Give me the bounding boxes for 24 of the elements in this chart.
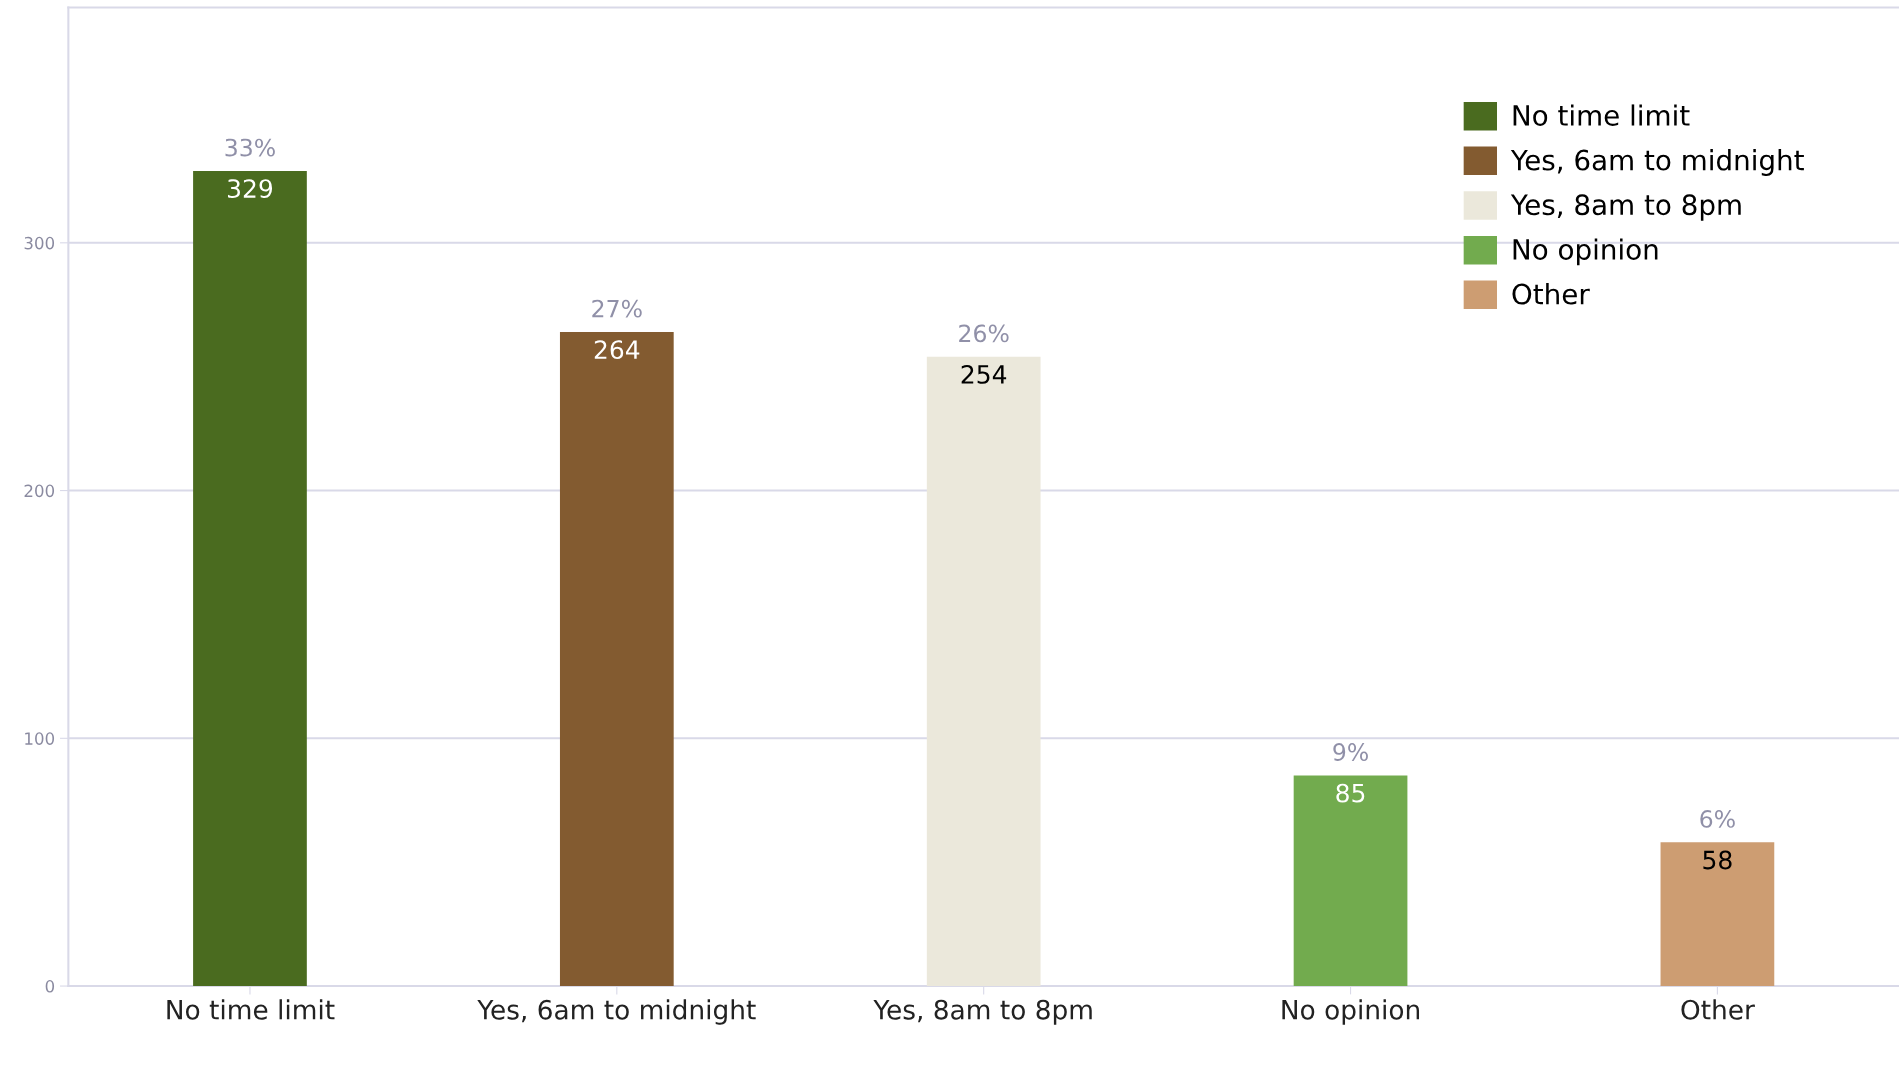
y-tick-label: 300 (24, 236, 55, 250)
data-label: 58 (1703, 850, 1732, 870)
y-tick-label: 0 (45, 980, 55, 993)
legend-label: Yes, 8am to 8pm (1510, 194, 1741, 221)
legend-label: No opinion (1513, 238, 1658, 266)
legend-label: Other (1512, 283, 1590, 305)
legend-label: No time limit (1513, 104, 1690, 126)
annotation: 9% (1333, 743, 1368, 761)
annotation: 6% (1700, 810, 1735, 828)
data-label: 85 (1336, 783, 1365, 803)
data-label: 254 (961, 364, 1007, 384)
legend-label: Yes, 6am to midnight (1510, 149, 1804, 176)
x-tick-label: Yes, 8am to 8pm (873, 999, 1092, 1025)
x-tick-label: No time limit (167, 999, 335, 1020)
annotation: 26% (959, 324, 1009, 343)
data-label: 329 (228, 179, 273, 199)
y-tick-label: 100 (25, 732, 55, 745)
x-tick-label: No opinion (1282, 999, 1420, 1025)
data-label: 264 (594, 340, 640, 360)
annotation: 27% (592, 299, 642, 318)
annotation: 33% (225, 138, 275, 157)
y-tick-label: 200 (24, 484, 55, 498)
x-tick-label: Other (1681, 999, 1755, 1020)
x-tick-label: Yes, 6am to midnight (477, 999, 756, 1025)
